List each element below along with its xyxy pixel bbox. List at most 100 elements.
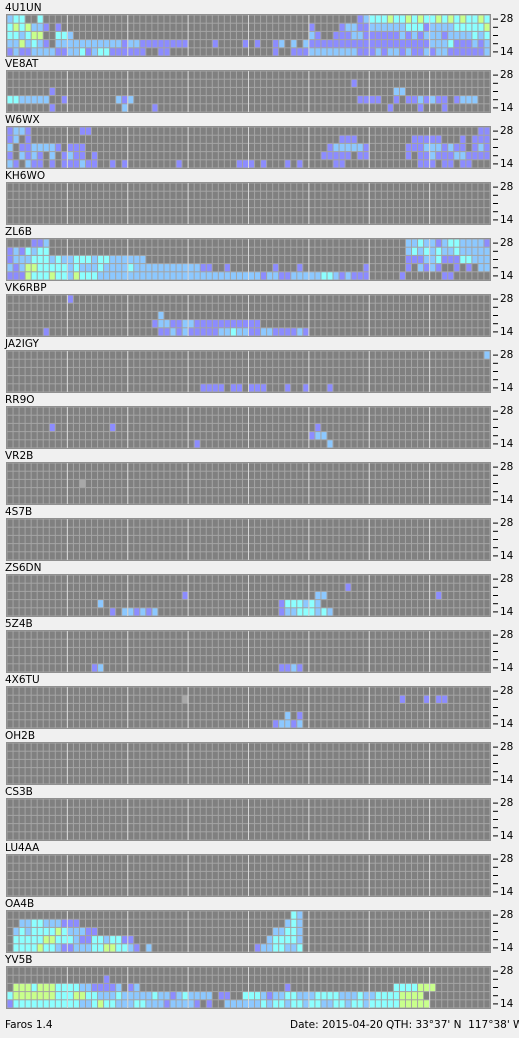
- cell: [73, 376, 79, 384]
- cell: [218, 143, 224, 152]
- cell: [448, 15, 454, 23]
- cell: [134, 351, 140, 359]
- cell: [327, 463, 333, 471]
- cell: [110, 664, 116, 672]
- cell: [339, 328, 345, 336]
- cell: [49, 23, 55, 31]
- cell: [405, 311, 412, 320]
- cell: [454, 303, 460, 311]
- cell: [25, 440, 31, 448]
- cell: [393, 479, 399, 488]
- cell: [472, 656, 478, 664]
- cell: [357, 608, 363, 616]
- cell: [67, 160, 73, 168]
- cell: [436, 575, 442, 583]
- cell: [188, 152, 194, 160]
- cell: [261, 199, 267, 208]
- cell: [375, 191, 381, 199]
- cell: [351, 104, 357, 112]
- cell: [393, 471, 399, 479]
- cell: [146, 216, 152, 224]
- cell: [19, 311, 25, 320]
- cell: [212, 376, 218, 384]
- cell: [442, 303, 448, 311]
- cell: [369, 544, 375, 552]
- cell: [412, 384, 418, 392]
- cell: [49, 48, 55, 56]
- cell: [339, 152, 345, 160]
- cell: [13, 488, 19, 496]
- cell: [200, 600, 206, 608]
- cell: [206, 143, 212, 152]
- cell: [472, 359, 478, 367]
- cell: [381, 191, 387, 199]
- cell: [128, 527, 134, 535]
- cell: [412, 367, 418, 376]
- cell: [170, 639, 176, 647]
- cell: [230, 471, 236, 479]
- cell: [43, 656, 49, 664]
- cell: [140, 328, 146, 336]
- cell: [484, 127, 490, 135]
- cell: [194, 415, 200, 423]
- cell: [351, 264, 357, 272]
- cell: [357, 152, 363, 160]
- cell: [351, 71, 357, 79]
- cell: [321, 247, 327, 255]
- cell: [279, 496, 285, 504]
- cell: [351, 608, 357, 616]
- cell: [200, 71, 206, 79]
- cell: [436, 328, 442, 336]
- cell: [146, 527, 152, 535]
- cell: [285, 191, 291, 199]
- cell: [116, 664, 122, 672]
- cell: [49, 87, 55, 96]
- cell: [206, 255, 212, 264]
- cell: [436, 471, 442, 479]
- cell: [73, 87, 79, 96]
- cell: [128, 208, 134, 216]
- cell: [405, 583, 412, 591]
- cell: [375, 264, 381, 272]
- cell: [194, 143, 200, 152]
- cell: [176, 183, 182, 191]
- cell: [448, 208, 454, 216]
- cell: [146, 135, 152, 143]
- cell: [218, 367, 224, 376]
- cell: [134, 79, 140, 87]
- cell: [393, 664, 399, 672]
- cell: [43, 272, 49, 280]
- cell: [224, 367, 230, 376]
- cell: [152, 48, 158, 56]
- cell: [436, 199, 442, 208]
- cell: [146, 407, 152, 415]
- cell: [315, 471, 321, 479]
- cell: [158, 359, 164, 367]
- cell: [236, 527, 242, 535]
- cell: [25, 664, 31, 672]
- cell: [7, 71, 13, 79]
- cell: [236, 216, 242, 224]
- cell: [436, 31, 442, 40]
- cell: [424, 127, 430, 135]
- cell: [7, 152, 13, 160]
- cell: [134, 143, 140, 152]
- cell: [339, 600, 345, 608]
- cell: [399, 376, 405, 384]
- cell: [55, 351, 61, 359]
- cell: [430, 135, 436, 143]
- cell: [242, 535, 248, 544]
- cell: [67, 247, 73, 255]
- cell: [134, 15, 140, 23]
- cell: [37, 608, 43, 616]
- cell: [37, 583, 43, 591]
- cell: [279, 527, 285, 535]
- cell: [61, 264, 67, 272]
- cell: [25, 376, 31, 384]
- cell: [484, 376, 490, 384]
- cell: [212, 152, 218, 160]
- cell: [236, 143, 242, 152]
- cell: [375, 583, 381, 591]
- cell: [116, 71, 122, 79]
- cell: [484, 216, 490, 224]
